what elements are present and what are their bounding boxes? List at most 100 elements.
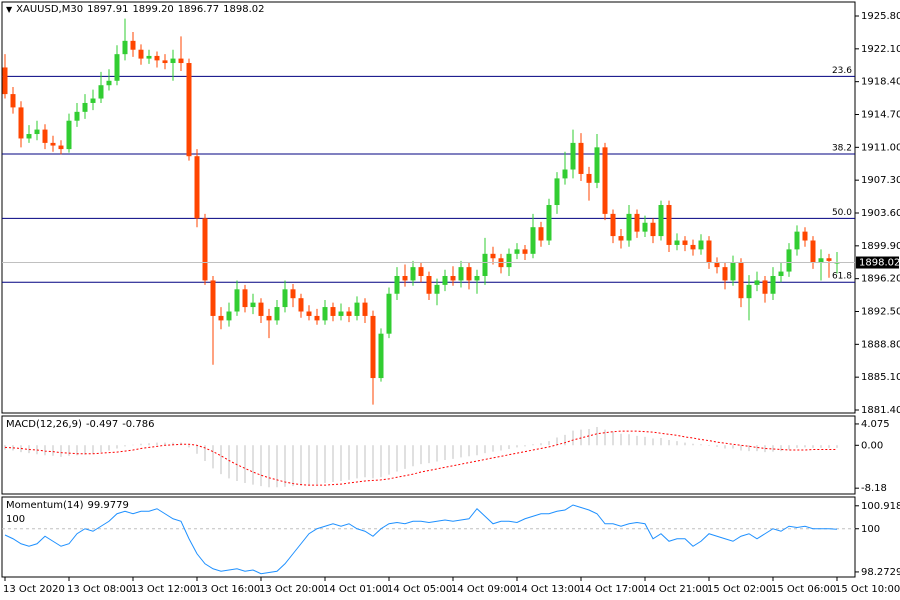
candle-body: [322, 307, 328, 321]
macd-last: -0.497: [85, 419, 119, 430]
candle-body: [466, 267, 472, 281]
candle-body: [730, 262, 736, 281]
candle-body: [538, 227, 544, 241]
y-tick-label: 1922.10: [861, 44, 900, 55]
candle-body: [290, 289, 296, 299]
candle-body: [738, 262, 744, 299]
candle-body: [594, 147, 600, 183]
y-tick-label: 1914.70: [861, 110, 900, 121]
candle-body: [258, 302, 264, 316]
y-tick-label: 1892.50: [861, 307, 900, 318]
fib-level-label: 23.6: [832, 66, 852, 76]
candle-body: [802, 231, 808, 241]
candle-body: [82, 102, 88, 112]
candle-body: [338, 311, 344, 316]
candle-body: [666, 205, 672, 245]
x-tick-label: 13 Oct 12:00: [131, 584, 196, 595]
candle-body: [298, 298, 304, 312]
candle-body: [154, 55, 160, 61]
candle-body: [74, 111, 80, 121]
candle-body: [522, 249, 528, 254]
candle-body: [706, 240, 712, 263]
candle-body: [386, 293, 392, 334]
y-tick-label: 100.9183: [861, 501, 900, 512]
candle-body: [570, 142, 576, 170]
y-tick-label: 4.075: [861, 419, 890, 430]
y-tick-label: 100: [861, 524, 880, 535]
candle-body: [642, 222, 648, 232]
candle-body: [754, 280, 760, 285]
candle-body: [10, 94, 16, 108]
momentum-last: 99.9779: [87, 500, 129, 511]
candle-body: [370, 315, 376, 379]
price-header: ▼ XAUUSD,M30 1897.91 1899.20 1896.77 189…: [6, 4, 265, 15]
candle-body: [234, 289, 240, 312]
y-tick-label: 1899.90: [861, 241, 900, 252]
candle-body: [146, 55, 152, 59]
candle-body: [546, 205, 552, 241]
candle-body: [770, 276, 776, 294]
fib-level-label: 50.0: [832, 208, 852, 218]
candle-body: [378, 333, 384, 379]
candle-body: [138, 49, 144, 59]
y-tick-label: 1881.40: [861, 405, 900, 416]
candle-body: [778, 271, 784, 277]
signal-last: -0.786: [122, 419, 155, 430]
candle-body: [786, 249, 792, 272]
candle-body: [610, 213, 616, 237]
candle-body: [202, 218, 208, 281]
candle-body: [18, 107, 24, 139]
candle-body: [314, 315, 320, 321]
candle-body: [90, 98, 96, 103]
candle-body: [698, 240, 704, 250]
y-tick-label: 1925.80: [861, 11, 900, 22]
candle-body: [34, 129, 40, 135]
momentum-title: Momentum(14): [6, 500, 84, 511]
price-panel: [1, 1, 856, 414]
candle-body: [50, 142, 56, 146]
candle-body: [506, 253, 512, 268]
candle-body: [658, 205, 664, 237]
momentum-panel: [1, 496, 856, 578]
candle-body: [122, 40, 128, 55]
candle-body: [170, 58, 176, 64]
candle-body: [434, 284, 440, 294]
y-tick-label: 98.2729: [861, 567, 900, 578]
candle-body: [450, 276, 456, 281]
momentum-line: [4, 504, 838, 575]
last-price-label: 1898.02: [859, 258, 900, 269]
candle-body: [282, 289, 288, 308]
x-tick-label: 14 Oct 17:00: [579, 584, 644, 595]
open-label: 1897.91: [87, 4, 129, 15]
candle-body: [458, 267, 464, 281]
y-tick-label: 1918.40: [861, 77, 900, 88]
candle-body: [634, 213, 640, 232]
candle-body: [130, 40, 136, 50]
high-label: 1899.20: [132, 4, 174, 15]
x-tick-label: 14 Oct 09:00: [451, 584, 516, 595]
candle-body: [186, 63, 192, 157]
candle-body: [210, 280, 216, 316]
candle-body: [162, 60, 168, 64]
candle-body: [626, 213, 632, 241]
candle-body: [554, 178, 560, 206]
y-tick-label: 1888.80: [861, 339, 900, 350]
candle-body: [674, 240, 680, 245]
candle-body: [306, 311, 312, 316]
candle-body: [42, 129, 48, 143]
candle-body: [218, 315, 224, 321]
candle-body: [66, 120, 72, 150]
candle-body: [426, 276, 432, 294]
macd-title: MACD(12,26,9): [6, 419, 82, 430]
candle-body: [530, 227, 536, 254]
candle-body: [746, 284, 752, 299]
candle-body: [690, 244, 696, 250]
low-label: 1896.77: [177, 4, 220, 15]
fib-level-label: 61.8: [832, 272, 852, 282]
candle-body: [330, 307, 336, 316]
candle-body: [106, 80, 112, 86]
candle-body: [418, 267, 424, 277]
candle-body: [482, 253, 488, 277]
candle-body: [2, 67, 8, 95]
